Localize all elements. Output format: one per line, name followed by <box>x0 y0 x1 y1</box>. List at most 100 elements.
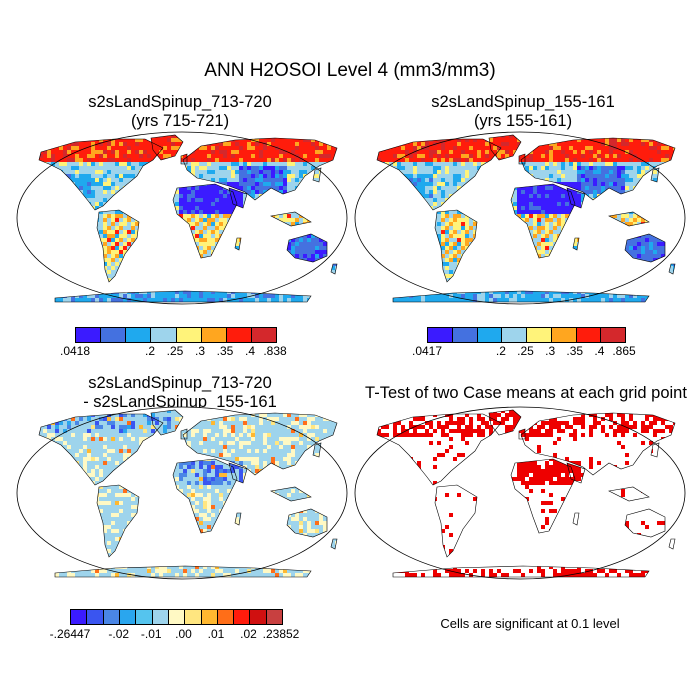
grid-cell <box>227 174 231 178</box>
grid-cell <box>529 170 533 174</box>
grid-cell <box>343 302 347 306</box>
grid-cell <box>311 246 315 250</box>
grid-cell <box>207 294 211 298</box>
grid-cell <box>589 135 593 138</box>
grid-cell <box>457 158 461 162</box>
grid-cell <box>227 202 231 206</box>
grid-cell <box>553 174 557 178</box>
grid-cell <box>31 270 35 274</box>
grid-cell <box>51 298 55 302</box>
grid-cell <box>107 262 111 266</box>
grid-cell <box>299 254 303 258</box>
grid-cell <box>187 290 191 294</box>
grid-cell <box>673 178 675 182</box>
grid-cell <box>303 238 307 242</box>
grid-cell <box>71 135 75 138</box>
panel-1-title: s2sLandSpinup_713-720 (yrs 715-721) <box>20 93 340 131</box>
grid-cell <box>107 234 111 238</box>
grid-cell <box>421 150 425 154</box>
grid-cell <box>135 154 139 158</box>
grid-cell <box>123 234 127 238</box>
grid-cell <box>569 142 573 146</box>
grid-cell <box>365 146 369 150</box>
grid-cell <box>15 282 19 286</box>
grid-cell <box>231 166 235 170</box>
grid-cell <box>131 166 135 170</box>
grid-cell <box>421 174 425 178</box>
grid-cell <box>67 166 71 170</box>
grid-cell <box>75 142 79 146</box>
grid-cell <box>685 146 689 150</box>
grid-cell <box>307 258 311 262</box>
grid-cell <box>405 135 409 138</box>
grid-cell <box>347 206 351 210</box>
grid-cell <box>287 150 291 154</box>
grid-cell <box>553 154 557 158</box>
grid-cell <box>299 158 303 162</box>
grid-cell <box>393 146 397 150</box>
grid-cell <box>39 154 43 158</box>
grid-cell <box>625 186 629 190</box>
grid-cell <box>637 166 641 170</box>
grid-cell <box>585 154 589 158</box>
grid-cell <box>553 158 557 162</box>
grid-cell <box>283 286 287 290</box>
grid-cell <box>389 142 393 146</box>
grid-cell <box>111 234 115 238</box>
grid-cell <box>645 135 649 138</box>
grid-cell <box>79 154 83 158</box>
grid-cell <box>199 218 203 222</box>
grid-cell <box>15 170 19 174</box>
grid-cell <box>79 182 83 186</box>
grid-cell <box>421 158 425 162</box>
grid-cell <box>295 178 299 182</box>
grid-cell <box>99 158 103 162</box>
grid-cell <box>433 186 437 190</box>
grid-cell <box>323 242 327 246</box>
grid-cell <box>51 142 55 146</box>
grid-cell <box>581 162 585 166</box>
grid-cell <box>361 142 365 146</box>
main-title: ANN H2OSOI Level 4 (mm3/mm3) <box>204 60 496 81</box>
grid-cell <box>617 150 621 154</box>
grid-cell <box>123 302 127 306</box>
grid-cell <box>179 142 183 146</box>
grid-cell <box>195 222 199 226</box>
grid-cell <box>525 158 529 162</box>
grid-cell <box>175 294 179 298</box>
grid-cell <box>347 274 351 278</box>
grid-cell <box>589 174 593 178</box>
grid-cell <box>433 178 437 182</box>
grid-cell <box>343 158 347 162</box>
grid-cell <box>199 146 203 150</box>
grid-cell <box>91 154 95 158</box>
grid-cell <box>601 182 605 186</box>
grid-cell <box>87 130 91 134</box>
grid-cell <box>339 130 343 134</box>
grid-cell <box>15 174 19 178</box>
grid-cell <box>267 138 271 142</box>
grid-cell <box>131 230 135 234</box>
grid-cell <box>35 166 39 170</box>
grid-cell <box>625 135 629 138</box>
grid-cell <box>437 142 441 146</box>
grid-cell <box>107 246 111 250</box>
grid-cell <box>465 130 469 134</box>
grid-cell <box>331 298 335 302</box>
grid-cell <box>71 302 75 306</box>
grid-cell <box>365 134 369 138</box>
grid-cell <box>557 142 561 146</box>
grid-cell <box>577 130 581 134</box>
grid-cell <box>59 278 63 282</box>
grid-cell <box>621 150 625 154</box>
grid-cell <box>303 250 307 254</box>
grid-cell <box>39 302 43 306</box>
grid-cell <box>585 150 589 154</box>
coastline-nz <box>330 263 338 275</box>
grid-cell <box>381 150 385 154</box>
grid-cell <box>199 214 203 218</box>
grid-cell <box>23 270 27 274</box>
grid-cell <box>573 158 577 162</box>
grid-cell <box>625 170 629 174</box>
grid-cell <box>445 135 449 138</box>
